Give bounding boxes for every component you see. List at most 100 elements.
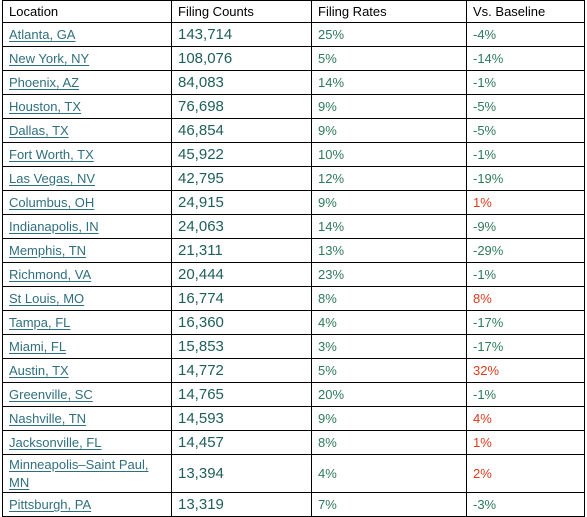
table-row: Miami, FL 15,853 3% -17%	[2, 334, 585, 359]
table-row: Phoenix, AZ 84,083 14% -1%	[2, 70, 585, 95]
filing-rate-cell: 14%	[311, 70, 467, 95]
vs-baseline-cell: 1%	[466, 430, 585, 455]
location-link[interactable]: Nashville, TN	[9, 411, 87, 426]
table-row: Richmond, VA 20,444 23% -1%	[2, 262, 585, 287]
location-link[interactable]: Pittsburgh, PA	[9, 497, 92, 512]
table-row: Greenville, SC 14,765 20% -1%	[2, 382, 585, 407]
filing-rate-cell: 4%	[311, 310, 467, 335]
location-link[interactable]: Dallas, TX	[9, 123, 69, 138]
location-link[interactable]: Miami, FL	[9, 339, 67, 354]
table-row: Atlanta, GA 143,714 25% -4%	[2, 22, 585, 47]
location-cell: Columbus, OH	[2, 190, 172, 215]
filing-rate-cell: 3%	[311, 334, 467, 359]
filing-rate-cell: 8%	[311, 286, 467, 311]
table-row: Tampa, FL 16,360 4% -17%	[2, 310, 585, 335]
vs-baseline-cell: -5%	[466, 94, 585, 119]
header-row: Location Filing Counts Filing Rates Vs. …	[2, 0, 585, 23]
location-link[interactable]: Atlanta, GA	[9, 27, 76, 42]
location-link[interactable]: Jacksonville, FL	[9, 435, 102, 450]
location-link[interactable]: Las Vegas, NV	[9, 171, 95, 186]
filing-count-cell: 24,915	[171, 190, 312, 215]
location-link[interactable]: Columbus, OH	[9, 195, 95, 210]
table-row: Memphis, TN 21,311 13% -29%	[2, 238, 585, 263]
location-link[interactable]: Minneapolis–Saint Paul, MN	[9, 456, 149, 490]
location-link[interactable]: Richmond, VA	[9, 267, 92, 282]
filing-count-cell: 16,774	[171, 286, 312, 311]
table-row: Dallas, TX 46,854 9% -5%	[2, 118, 585, 143]
location-cell: Indianapolis, IN	[2, 214, 172, 239]
header-filing-rates: Filing Rates	[311, 0, 467, 23]
location-cell: Greenville, SC	[2, 382, 172, 407]
filing-count-cell: 21,311	[171, 238, 312, 263]
vs-baseline-cell: 4%	[466, 406, 585, 431]
filing-rate-cell: 7%	[311, 492, 467, 517]
location-link[interactable]: New York, NY	[9, 51, 90, 66]
table-row: Indianapolis, IN 24,063 14% -9%	[2, 214, 585, 239]
filing-count-cell: 14,457	[171, 430, 312, 455]
filing-rate-cell: 14%	[311, 214, 467, 239]
filing-count-cell: 45,922	[171, 142, 312, 167]
filing-count-cell: 108,076	[171, 46, 312, 71]
filing-rate-cell: 9%	[311, 118, 467, 143]
header-location: Location	[2, 0, 172, 23]
table-row: Minneapolis–Saint Paul, MN 13,394 4% 2%	[2, 454, 585, 493]
vs-baseline-cell: -29%	[466, 238, 585, 263]
vs-baseline-cell: 1%	[466, 190, 585, 215]
vs-baseline-cell: -1%	[466, 382, 585, 407]
vs-baseline-cell: -5%	[466, 118, 585, 143]
filing-count-cell: 13,319	[171, 492, 312, 517]
location-link[interactable]: Greenville, SC	[9, 387, 93, 402]
table-row: Houston, TX 76,698 9% -5%	[2, 94, 585, 119]
location-link[interactable]: St Louis, MO	[9, 291, 85, 306]
location-link[interactable]: Tampa, FL	[9, 315, 71, 330]
location-cell: Dallas, TX	[2, 118, 172, 143]
location-cell: Pittsburgh, PA	[2, 492, 172, 517]
location-cell: Tampa, FL	[2, 310, 172, 335]
vs-baseline-cell: 2%	[466, 454, 585, 493]
vs-baseline-cell: -17%	[466, 310, 585, 335]
filing-rate-cell: 13%	[311, 238, 467, 263]
filing-rate-cell: 12%	[311, 166, 467, 191]
filing-count-cell: 84,083	[171, 70, 312, 95]
vs-baseline-cell: -1%	[466, 142, 585, 167]
location-link[interactable]: Memphis, TN	[9, 243, 87, 258]
vs-baseline-cell: -9%	[466, 214, 585, 239]
filing-rate-cell: 5%	[311, 358, 467, 383]
vs-baseline-cell: -14%	[466, 46, 585, 71]
table-row: Las Vegas, NV 42,795 12% -19%	[2, 166, 585, 191]
table-row: Nashville, TN 14,593 9% 4%	[2, 406, 585, 431]
filing-count-cell: 143,714	[171, 22, 312, 47]
location-cell: Memphis, TN	[2, 238, 172, 263]
table-row: Jacksonville, FL 14,457 8% 1%	[2, 430, 585, 455]
location-cell: Miami, FL	[2, 334, 172, 359]
table-row: Columbus, OH 24,915 9% 1%	[2, 190, 585, 215]
location-cell: St Louis, MO	[2, 286, 172, 311]
filing-rate-cell: 23%	[311, 262, 467, 287]
location-cell: Minneapolis–Saint Paul, MN	[2, 454, 172, 493]
filing-rate-cell: 10%	[311, 142, 467, 167]
filing-count-cell: 20,444	[171, 262, 312, 287]
filing-count-cell: 14,772	[171, 358, 312, 383]
table-row: New York, NY 108,076 5% -14%	[2, 46, 585, 71]
vs-baseline-cell: 32%	[466, 358, 585, 383]
vs-baseline-cell: 8%	[466, 286, 585, 311]
filing-count-cell: 76,698	[171, 94, 312, 119]
location-link[interactable]: Houston, TX	[9, 99, 82, 114]
vs-baseline-cell: -4%	[466, 22, 585, 47]
location-link[interactable]: Fort Worth, TX	[9, 147, 94, 162]
location-link[interactable]: Phoenix, AZ	[9, 75, 80, 90]
vs-baseline-cell: -19%	[466, 166, 585, 191]
table-row: Fort Worth, TX 45,922 10% -1%	[2, 142, 585, 167]
filing-count-cell: 13,394	[171, 454, 312, 493]
filing-rate-cell: 25%	[311, 22, 467, 47]
filing-rate-cell: 8%	[311, 430, 467, 455]
filing-rate-cell: 20%	[311, 382, 467, 407]
location-link[interactable]: Austin, TX	[9, 363, 69, 378]
filing-rate-cell: 9%	[311, 406, 467, 431]
header-vs-baseline: Vs. Baseline	[466, 0, 585, 23]
table-body: Atlanta, GA 143,714 25% -4% New York, NY 108,…	[2, 22, 585, 517]
location-cell: Atlanta, GA	[2, 22, 172, 47]
location-link[interactable]: Indianapolis, IN	[9, 219, 99, 234]
vs-baseline-cell: -1%	[466, 262, 585, 287]
